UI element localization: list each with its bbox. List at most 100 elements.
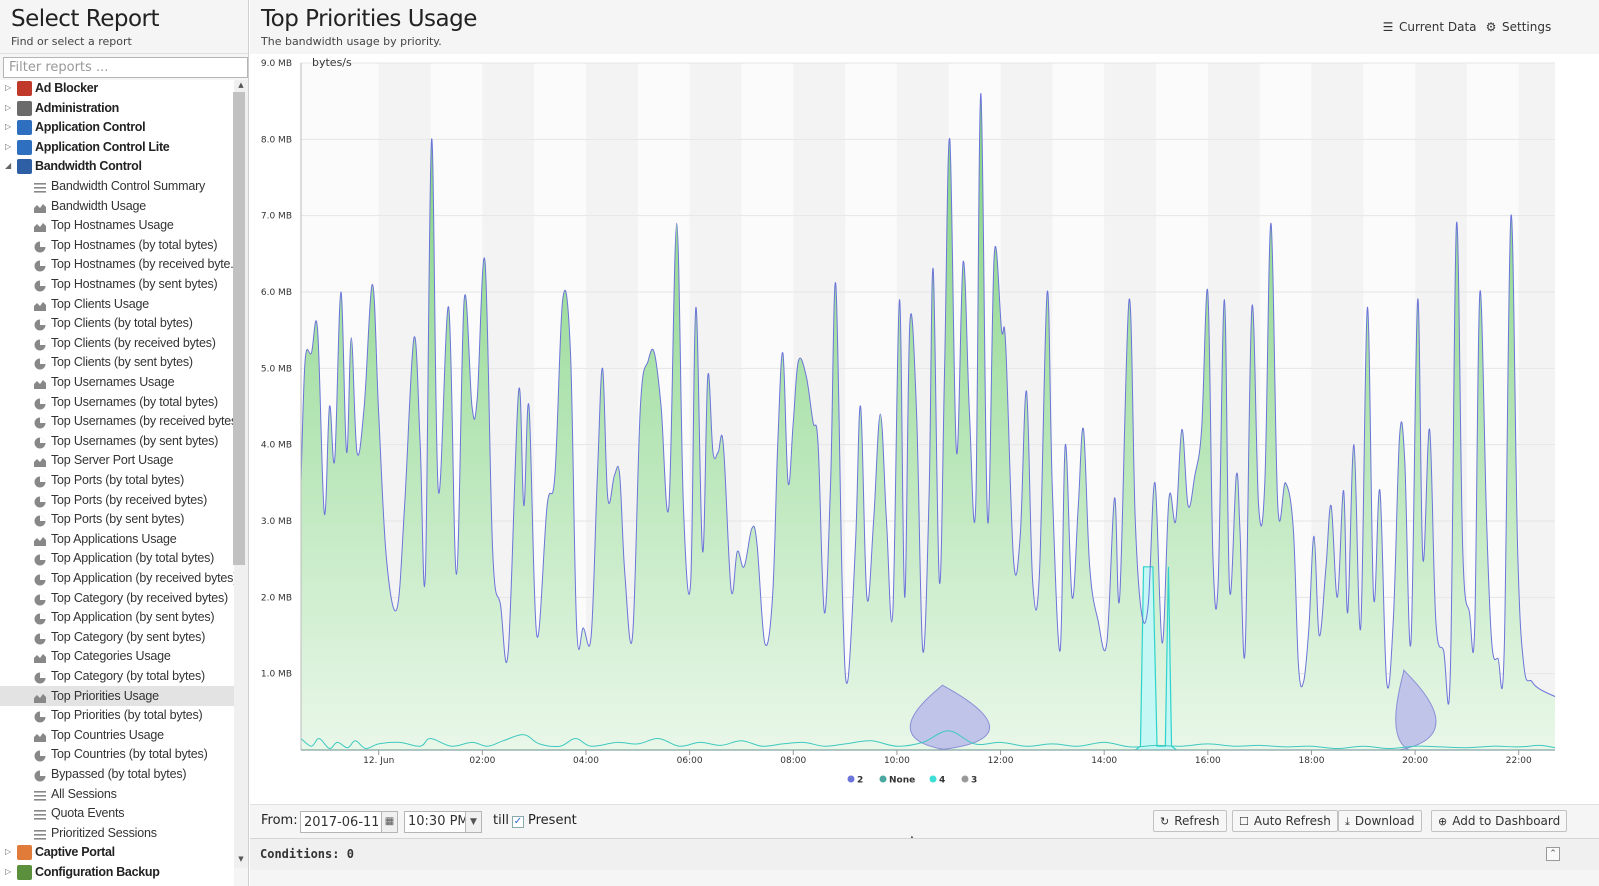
tree-category-ad-blocker[interactable]: ▷ Ad Blocker [0, 80, 234, 98]
tree-category-application-control[interactable]: ▷ Application Control [0, 117, 234, 137]
x-tick-label: 02:00 [469, 756, 495, 766]
current-data-button[interactable]: ☰ Current Data [1381, 18, 1477, 36]
expand-arrow-icon[interactable]: ▷ [5, 83, 12, 92]
chevron-down-icon[interactable]: ▼ [465, 811, 482, 833]
tree-item-top-category-by-total-bytes[interactable]: Top Category (by total bytes) [0, 666, 234, 686]
tree-item-top-categories-usage[interactable]: Top Categories Usage [0, 646, 234, 666]
tree-item-top-server-port-usage[interactable]: Top Server Port Usage [0, 450, 234, 470]
tree-item-top-hostnames-by-total-bytes[interactable]: Top Hostnames (by total bytes) [0, 235, 234, 255]
tree-item-all-sessions[interactable]: All Sessions [0, 784, 234, 804]
settings-button[interactable]: ⚙ Settings [1484, 18, 1552, 36]
auto-refresh-button[interactable]: ☐ Auto Refresh [1232, 810, 1338, 832]
tree-item-top-priorities-by-total-bytes[interactable]: Top Priorities (by total bytes) [0, 705, 234, 725]
tree-item-bandwidth-control-summary[interactable]: Bandwidth Control Summary [0, 176, 234, 196]
tree-category-captive-portal[interactable]: ▷ Captive Portal [0, 842, 234, 862]
tree-item-label: Top Category (by sent bytes) [51, 629, 206, 644]
ad-blocker-icon [17, 81, 32, 96]
tree-item-label: Quota Events [51, 806, 125, 821]
tree-item-label: Top Priorities Usage [51, 688, 159, 703]
x-tick-label: 20:00 [1402, 756, 1428, 766]
legend-marker-2[interactable] [847, 775, 855, 783]
collapse-arrow-icon[interactable]: ◢ [5, 161, 12, 171]
scroll-up-arrow-icon[interactable]: ▲ [238, 81, 244, 89]
legend-marker-4[interactable] [929, 775, 937, 783]
tree-category-configuration-backup[interactable]: ▷ Configuration Backup [0, 862, 234, 882]
tree-item-top-clients-by-total-bytes[interactable]: Top Clients (by total bytes) [0, 313, 234, 333]
tree-item-top-ports-by-received-bytes[interactable]: Top Ports (by received bytes) [0, 490, 234, 510]
tree-item-top-countries-usage[interactable]: Top Countries Usage [0, 725, 234, 745]
expand-arrow-icon[interactable]: ▷ [5, 122, 12, 132]
download-icon: ⤓ [1345, 815, 1350, 828]
tree-item-top-applications-usage[interactable]: Top Applications Usage [0, 529, 234, 549]
tree-category-administration[interactable]: ▷ Administration [0, 98, 234, 118]
priorities-usage-chart: 1.0 MB 2.0 MB 3.0 MB 4.0 MB 5.0 MB 6.0 MB 7.0 … [261, 56, 1556, 786]
tree-item-top-usernames-by-received-bytes[interactable]: Top Usernames (by received bytes) [0, 411, 234, 431]
tree-item-top-ports-by-total-bytes[interactable]: Top Ports (by total bytes) [0, 470, 234, 490]
refresh-button[interactable]: ↻ Refresh [1153, 810, 1227, 832]
tree-item-top-usernames-by-total-bytes[interactable]: Top Usernames (by total bytes) [0, 392, 234, 412]
pie-chart-icon [34, 592, 46, 606]
tree-category-label: Application Control Lite [35, 139, 170, 154]
tree-category-bandwidth-control[interactable]: ◢ Bandwidth Control [0, 156, 234, 176]
tree-item-top-application-by-received-bytes[interactable]: Top Application (by received bytes) [0, 568, 234, 588]
tree-item-top-hostnames-usage[interactable]: Top Hostnames Usage [0, 215, 234, 235]
download-button[interactable]: ⤓ Download [1338, 810, 1422, 832]
tree-item-top-hostnames-by-sent-bytes[interactable]: Top Hostnames (by sent bytes) [0, 274, 234, 294]
tree-item-top-clients-usage[interactable]: Top Clients Usage [0, 294, 234, 314]
legend-label-2[interactable]: 2 [857, 776, 863, 786]
present-checkbox[interactable]: ✓ [512, 816, 524, 828]
chart-area: 1.0 MB 2.0 MB 3.0 MB 4.0 MB 5.0 MB 6.0 MB 7.0 … [250, 54, 1599, 804]
pie-chart-icon [34, 435, 46, 449]
tree-item-top-priorities-usage[interactable]: Top Priorities Usage [0, 685, 234, 706]
tree-item-top-application-by-total-bytes[interactable]: Top Application (by total bytes) [0, 548, 234, 568]
current-data-label: Current Data [1399, 20, 1477, 34]
tree-item-quota-events[interactable]: Quota Events [0, 803, 234, 823]
y-tick-label: 3.0 MB [261, 517, 292, 527]
report-tree: ▷ Ad Blocker ▷ Administration ▷ Application C… [0, 80, 234, 886]
legend-label-4[interactable]: 4 [939, 776, 945, 786]
tree-item-prioritized-sessions[interactable]: Prioritized Sessions [0, 823, 234, 843]
tree-item-top-countries-by-total-bytes[interactable]: Top Countries (by total bytes) [0, 744, 234, 764]
tree-item-top-application-by-sent-bytes[interactable]: Top Application (by sent bytes) [0, 607, 234, 627]
y-tick-label: 8.0 MB [261, 135, 292, 145]
add-to-dashboard-button[interactable]: ⊕ Add to Dashboard [1431, 810, 1568, 832]
tree-item-top-category-by-received-bytes[interactable]: Top Category (by received bytes) [0, 588, 234, 608]
legend-label-none[interactable]: None [889, 776, 915, 786]
pie-chart-icon [34, 396, 46, 410]
legend-marker-none[interactable] [879, 775, 887, 783]
expand-arrow-icon[interactable]: ▷ [5, 847, 12, 857]
tree-item-top-hostnames-by-received-byte[interactable]: Top Hostnames (by received byte... [0, 254, 234, 274]
expand-arrow-icon[interactable]: ▷ [5, 867, 12, 876]
tree-category-application-control-lite[interactable]: ▷ Application Control Lite [0, 137, 234, 157]
filter-reports-input[interactable] [3, 57, 248, 78]
tree-item-label: Top Hostnames (by received byte... [51, 257, 234, 272]
tree-item-bandwidth-usage[interactable]: Bandwidth Usage [0, 196, 234, 216]
tree-scrollbar-thumb[interactable] [233, 92, 245, 565]
tree-item-top-clients-by-sent-bytes[interactable]: Top Clients (by sent bytes) [0, 352, 234, 372]
list-icon [34, 827, 46, 840]
from-time-field[interactable]: 10:30 PM [404, 811, 467, 833]
add-to-dashboard-label: Add to Dashboard [1452, 814, 1561, 828]
report-selector-panel: Select Report Find or select a report ▷ A… [0, 0, 249, 886]
expand-conditions-icon[interactable]: ⌃ [1546, 847, 1560, 861]
expand-arrow-icon[interactable]: ▷ [5, 102, 12, 112]
calendar-icon[interactable]: ▦ [381, 811, 398, 833]
tree-item-label: All Sessions [51, 786, 117, 801]
conditions-bar[interactable]: Conditions: 0 ⌃ [250, 838, 1599, 870]
tree-item-top-ports-by-sent-bytes[interactable]: Top Ports (by sent bytes) [0, 509, 234, 529]
expand-arrow-icon[interactable]: ▷ [5, 141, 12, 151]
settings-label: Settings [1502, 20, 1552, 34]
tree-item-top-usernames-usage[interactable]: Top Usernames Usage [0, 372, 234, 392]
from-date-field[interactable] [300, 811, 382, 833]
tree-item-top-clients-by-received-bytes[interactable]: Top Clients (by received bytes) [0, 333, 234, 353]
area-chart-icon [34, 729, 46, 742]
scroll-down-arrow-icon[interactable]: ▼ [238, 855, 244, 863]
legend-marker-3[interactable] [961, 775, 969, 783]
tree-item-top-usernames-by-sent-bytes[interactable]: Top Usernames (by sent bytes) [0, 431, 234, 451]
report-selector-subtitle: Find or select a report [11, 35, 132, 48]
legend-label-3[interactable]: 3 [971, 776, 977, 786]
area-chart-icon [34, 650, 46, 664]
tree-item-top-category-by-sent-bytes[interactable]: Top Category (by sent bytes) [0, 627, 234, 647]
tree-item-bypassed-by-total-bytes[interactable]: Bypassed (by total bytes) [0, 764, 234, 784]
pie-chart-icon [34, 768, 46, 782]
